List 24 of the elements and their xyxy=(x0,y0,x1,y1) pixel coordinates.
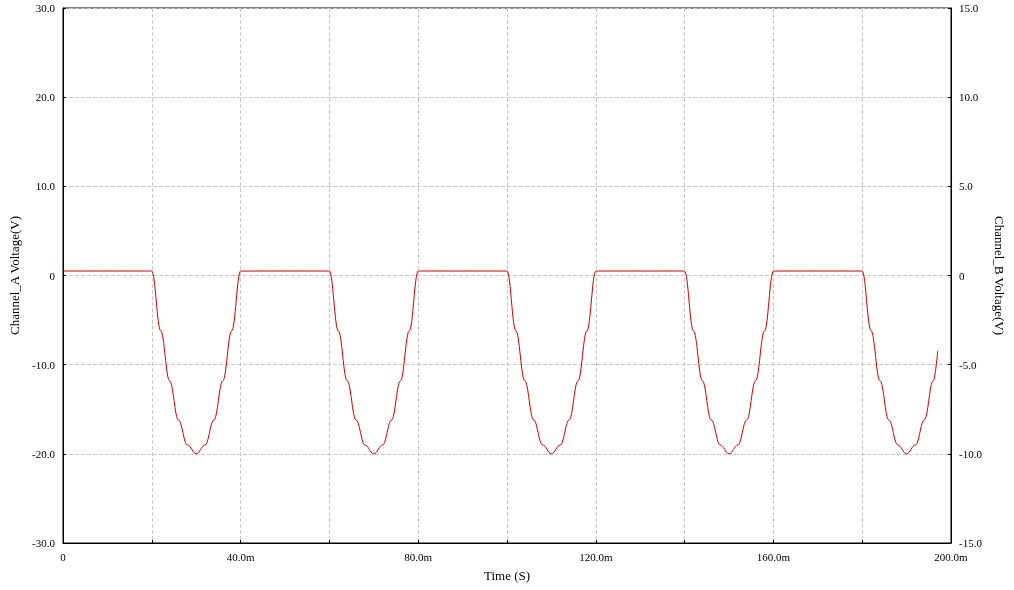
x-tick-label: 160.0m xyxy=(756,550,791,563)
y2-tick-label: 10.0 xyxy=(959,91,979,104)
x-tick-label: 200.0m xyxy=(934,550,969,563)
y2-tick-label: 15.0 xyxy=(959,2,979,14)
x-axis-title: Time (S) xyxy=(483,568,531,583)
y2-tick-label: -5.0 xyxy=(959,358,977,371)
y-axis-title: Channel_A Voltage(V) xyxy=(7,215,22,336)
y-tick-label: -10.0 xyxy=(32,358,56,371)
y2-axis-title: Channel_B Voltage(V) xyxy=(992,215,1007,336)
y2-tick-label: -15.0 xyxy=(959,537,983,549)
y-tick-label: 10.0 xyxy=(35,180,56,193)
x-tick-label: 0 xyxy=(60,550,67,563)
y-tick-label: -20.0 xyxy=(32,447,56,460)
y2-tick-label: -10.0 xyxy=(959,447,983,460)
x-tick-label: 40.0m xyxy=(226,550,255,563)
y-tick-label: 0 xyxy=(49,269,56,282)
y2-tick-label: 5.0 xyxy=(959,180,974,193)
x-tick-label: 80.0m xyxy=(404,550,433,563)
y2-tick-label: 0 xyxy=(959,269,965,282)
y-tick-label: -30.0 xyxy=(32,537,56,549)
y-tick-label: 30.0 xyxy=(35,2,56,14)
x-tick-label: 120.0m xyxy=(579,550,613,563)
line-series xyxy=(62,270,939,455)
y-tick-label: 20.0 xyxy=(35,91,56,104)
